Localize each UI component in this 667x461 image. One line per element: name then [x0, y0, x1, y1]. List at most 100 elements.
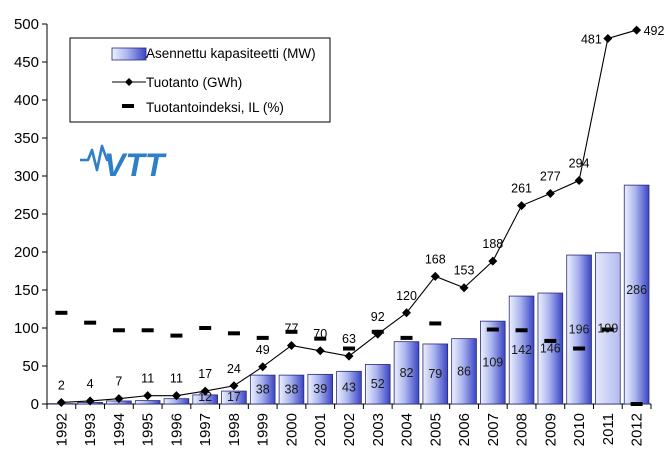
x-tick-label: 2010: [571, 413, 588, 446]
x-tick-label: 1995: [140, 413, 157, 446]
capacity-value-label: 17: [227, 390, 241, 404]
y-tick-label: 250: [14, 206, 39, 223]
production-point: [545, 188, 555, 198]
capacity-value-label: 38: [256, 383, 270, 397]
index-marker: [199, 326, 212, 330]
production-value-label: 7: [115, 375, 122, 389]
capacity-value-label: 196: [569, 323, 590, 337]
index-marker: [112, 328, 125, 333]
production-value-label: 168: [425, 252, 446, 266]
production-point: [574, 176, 584, 186]
capacity-value-label: 43: [342, 381, 356, 395]
capacity-value-label: 86: [457, 364, 471, 378]
production-point: [171, 391, 181, 401]
production-point: [430, 271, 440, 281]
y-tick-label: 500: [14, 16, 39, 33]
y-tick-label: 450: [14, 54, 39, 71]
capacity-bar: [336, 370, 362, 405]
x-tick-label: 1997: [197, 413, 214, 446]
legend-label-capacity: Asennettu kapasiteetti (MW): [146, 46, 316, 61]
legend-swatch-diamond: [125, 78, 133, 86]
production-point: [229, 381, 239, 391]
y-tick-label: 400: [14, 92, 39, 109]
x-tick-label: 1999: [255, 413, 272, 446]
logo-wave-icon: [80, 144, 112, 172]
x-tick-label: 2004: [399, 413, 416, 446]
production-point: [200, 386, 210, 396]
x-tick-label: 1992: [53, 413, 70, 446]
y-tick-label: 200: [14, 244, 39, 261]
production-value-label: 49: [256, 343, 270, 357]
production-value-label: 70: [313, 327, 327, 341]
capacity-bar: [307, 373, 334, 405]
production-point: [315, 346, 325, 356]
capacity-value-label: 286: [626, 283, 647, 297]
x-tick-label: 2006: [456, 413, 473, 446]
y-tick-label: 350: [14, 130, 39, 147]
capacity-bar: [364, 364, 391, 405]
index-marker: [515, 328, 528, 333]
production-point: [85, 396, 95, 406]
index-marker: [573, 346, 586, 351]
index-marker: [141, 328, 154, 333]
legend-label-production: Tuotanto (GWh): [146, 75, 242, 90]
production-point: [143, 391, 153, 401]
vtt-logo: VTT: [80, 144, 167, 183]
production-point: [632, 25, 642, 35]
index-marker: [400, 335, 413, 340]
capacity-bar: [537, 292, 564, 405]
capacity-bar: [393, 341, 420, 405]
production-value-label: 77: [285, 321, 299, 335]
production-value-label: 153: [454, 264, 475, 278]
x-tick-label: 2009: [542, 413, 559, 446]
capacity-bar: [566, 254, 592, 405]
production-value-label: 261: [511, 182, 532, 196]
capacity-bar: [422, 343, 449, 405]
bars-group: [48, 184, 650, 405]
x-tick-label: 2003: [370, 413, 387, 446]
production-point: [488, 256, 498, 266]
index-marker: [170, 333, 183, 338]
production-value-label: 4: [87, 377, 94, 391]
production-value-label: 17: [198, 367, 212, 381]
production-value-label: 2: [58, 378, 65, 392]
index-marker: [544, 338, 557, 343]
production-value-label: 11: [141, 372, 154, 386]
production-value-label: 24: [227, 362, 241, 376]
production-point: [258, 362, 268, 372]
production-value-label: 11: [170, 372, 183, 386]
production-value-label: 481: [581, 32, 602, 46]
capacity-bar: [480, 320, 506, 405]
capacity-value-label: 52: [371, 377, 385, 391]
y-tick-label: 100: [14, 320, 39, 337]
index-marker: [486, 327, 499, 332]
capacity-value-label: 39: [313, 382, 327, 396]
y-tick-label: 0: [31, 396, 39, 413]
x-tick-label: 1998: [226, 413, 243, 446]
capacity-bar: [221, 390, 247, 405]
index-marker: [314, 336, 327, 341]
production-point: [459, 283, 469, 293]
x-tick-label: 2008: [514, 413, 531, 446]
legend-swatch-bar: [111, 47, 147, 61]
y-tick-label: 150: [14, 282, 39, 299]
production-value-label: 294: [569, 157, 590, 171]
capacity-value-label: 109: [482, 356, 503, 370]
logo-text: VTT: [104, 147, 167, 183]
capacity-bar: [451, 338, 477, 405]
x-tick-label: 2012: [629, 413, 646, 446]
production-point: [402, 308, 412, 318]
capacity-value-label: 82: [400, 366, 414, 380]
index-marker: [343, 346, 355, 351]
index-markers-group: [55, 310, 643, 406]
production-line-group: [56, 25, 642, 407]
index-marker: [630, 402, 643, 406]
x-tick-label: 2002: [341, 413, 358, 446]
index-marker: [84, 320, 97, 325]
legend-swatch-marker: [122, 104, 134, 108]
index-marker: [429, 321, 442, 326]
x-tick-label: 2005: [427, 413, 444, 446]
production-point: [344, 351, 354, 361]
